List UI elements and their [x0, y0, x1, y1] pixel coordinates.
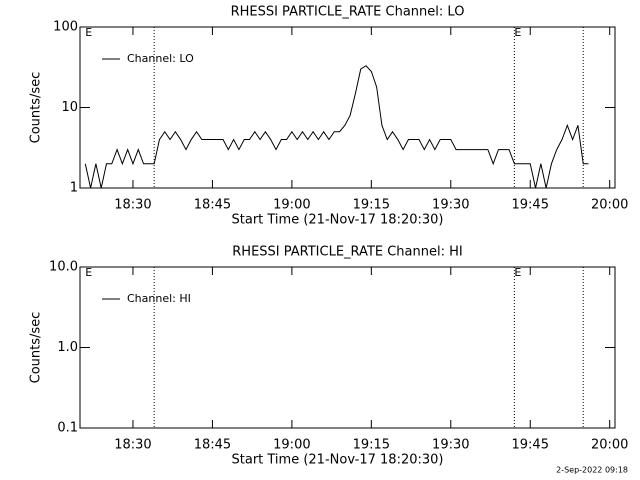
y-tick-label: 10 — [61, 100, 78, 115]
x-tick-label: 20:00 — [591, 198, 628, 213]
y-axis-label: Counts/sec — [29, 312, 44, 384]
x-tick-label: 19:00 — [273, 438, 310, 453]
x-tick-label: 18:30 — [114, 198, 151, 213]
x-tick-label: 19:30 — [432, 198, 469, 213]
x-tick-label: 19:30 — [432, 438, 469, 453]
x-tick-label: 20:00 — [591, 438, 628, 453]
data-line — [84, 65, 589, 189]
x-tick-label: 18:45 — [194, 198, 231, 213]
y-tick-label: 1.0 — [57, 340, 78, 355]
y-tick-label: 1 — [70, 181, 78, 196]
x-tick-label: 19:15 — [353, 438, 390, 453]
chart-title: RHESSI PARTICLE_RATE Channel: HI — [232, 245, 462, 260]
x-axis-label: Start Time (21-Nov-17 18:20:30) — [232, 453, 444, 468]
legend-label: Channel: LO — [127, 52, 194, 65]
x-tick-label: 18:45 — [194, 438, 231, 453]
annotation: E — [85, 266, 92, 279]
x-tick-label: 19:15 — [353, 198, 390, 213]
x-tick-label: 19:00 — [273, 198, 310, 213]
annotation: E — [514, 266, 521, 279]
annotation: E — [85, 26, 92, 39]
y-axis-label: Counts/sec — [29, 72, 44, 144]
x-axis-label: Start Time (21-Nov-17 18:20:30) — [232, 213, 444, 228]
chart-title: RHESSI PARTICLE_RATE Channel: LO — [231, 5, 465, 20]
legend-label: Channel: HI — [127, 292, 191, 305]
x-tick-label: 19:45 — [512, 198, 549, 213]
y-tick-label: 10.0 — [49, 260, 78, 275]
footer: 2-Sep-2022 09:18 — [556, 466, 628, 475]
annotation: E — [514, 26, 521, 39]
y-tick-label: 0.1 — [57, 421, 78, 436]
x-tick-label: 19:45 — [512, 438, 549, 453]
y-tick-label: 100 — [53, 20, 78, 35]
x-tick-label: 18:30 — [114, 438, 151, 453]
